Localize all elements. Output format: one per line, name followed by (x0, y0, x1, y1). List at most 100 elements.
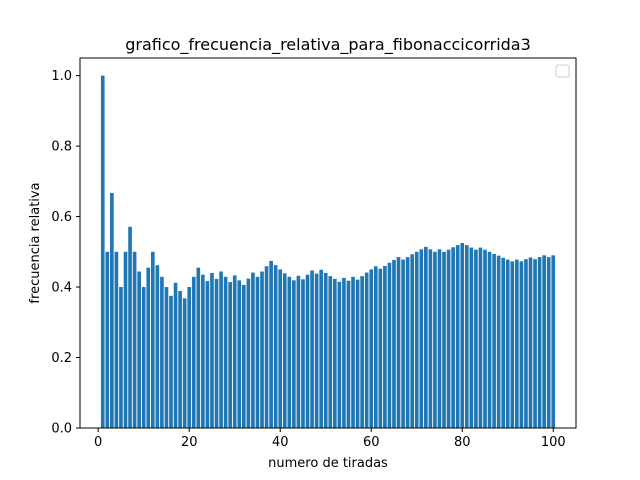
bar (492, 253, 496, 428)
bar (292, 280, 296, 428)
bar (501, 257, 506, 428)
bar (187, 287, 192, 428)
bar (533, 259, 537, 428)
bar (346, 280, 351, 428)
x-tick-label: 0 (94, 435, 102, 450)
bar (314, 273, 319, 428)
bar (373, 266, 378, 428)
bar (437, 249, 442, 428)
bar (105, 251, 110, 428)
bar (264, 266, 269, 428)
bar (137, 271, 141, 428)
bar (301, 279, 305, 428)
bar (214, 278, 219, 428)
y-tick-label: 0.2 (51, 351, 72, 366)
bar (464, 245, 469, 428)
x-tick-label: 100 (541, 435, 566, 450)
x-axis: 0 20 40 60 80 100 (94, 428, 566, 450)
x-tick-label: 60 (363, 435, 380, 450)
y-tick-label: 0.4 (51, 281, 72, 296)
bar (296, 275, 301, 428)
bar (378, 268, 383, 428)
bar (505, 259, 510, 428)
bar (369, 269, 374, 428)
bar (528, 257, 533, 428)
bar (455, 245, 460, 428)
bar (287, 276, 292, 428)
bar (323, 272, 328, 428)
bar (392, 259, 396, 428)
bar (496, 255, 501, 428)
bar (537, 257, 542, 428)
bar (433, 251, 437, 428)
bar (251, 272, 255, 428)
x-tick-label: 40 (272, 435, 289, 450)
bar (333, 278, 337, 428)
bar (419, 249, 424, 428)
bar (342, 277, 346, 428)
bar (487, 251, 492, 428)
y-tick-label: 0.6 (51, 210, 72, 225)
bar (387, 262, 392, 428)
bar (278, 269, 283, 428)
bar (460, 243, 465, 428)
bar (160, 276, 164, 428)
bar (132, 251, 137, 428)
bar (310, 270, 314, 428)
bar (410, 254, 415, 428)
bar (119, 287, 123, 428)
y-tick-label: 0.8 (51, 140, 72, 155)
bar (182, 298, 187, 428)
bars-group (100, 75, 556, 428)
bar (360, 276, 364, 428)
bar (100, 75, 105, 428)
bar (201, 274, 205, 428)
y-tick-label: 1.0 (51, 69, 72, 84)
bar (401, 259, 405, 428)
bar (524, 259, 528, 428)
bar (155, 265, 160, 428)
bar (328, 276, 333, 428)
bar (319, 269, 323, 428)
legend-box (555, 64, 570, 78)
bar (364, 272, 369, 428)
bar (246, 278, 251, 428)
bar (337, 281, 342, 428)
bar (282, 273, 287, 428)
bar (510, 261, 515, 428)
bar (210, 272, 214, 428)
bar (205, 281, 210, 428)
bar (228, 282, 232, 428)
bar (474, 249, 478, 428)
bar (469, 247, 474, 428)
bar (237, 280, 242, 428)
bar (110, 192, 114, 428)
bar (542, 255, 546, 428)
bar (355, 279, 360, 428)
x-tick-label: 80 (454, 435, 471, 450)
bar (483, 249, 487, 428)
bar (191, 276, 196, 428)
bar (351, 276, 355, 428)
bar (219, 271, 223, 428)
y-axis: 0.0 0.2 0.4 0.6 0.8 1.0 (51, 69, 80, 437)
plot-frame (79, 57, 577, 429)
bar (196, 267, 201, 428)
bar (515, 259, 519, 428)
bar (269, 260, 273, 428)
bar (232, 275, 237, 428)
bar (223, 276, 228, 428)
bar (446, 249, 451, 428)
bar (551, 255, 556, 428)
bar (255, 276, 260, 428)
bar (546, 257, 551, 428)
bar (305, 274, 310, 428)
bar (141, 287, 146, 428)
bar (150, 251, 155, 428)
bar (428, 249, 433, 428)
bar (273, 265, 278, 428)
bar (451, 247, 455, 428)
bar (442, 251, 446, 428)
bar (178, 290, 182, 428)
